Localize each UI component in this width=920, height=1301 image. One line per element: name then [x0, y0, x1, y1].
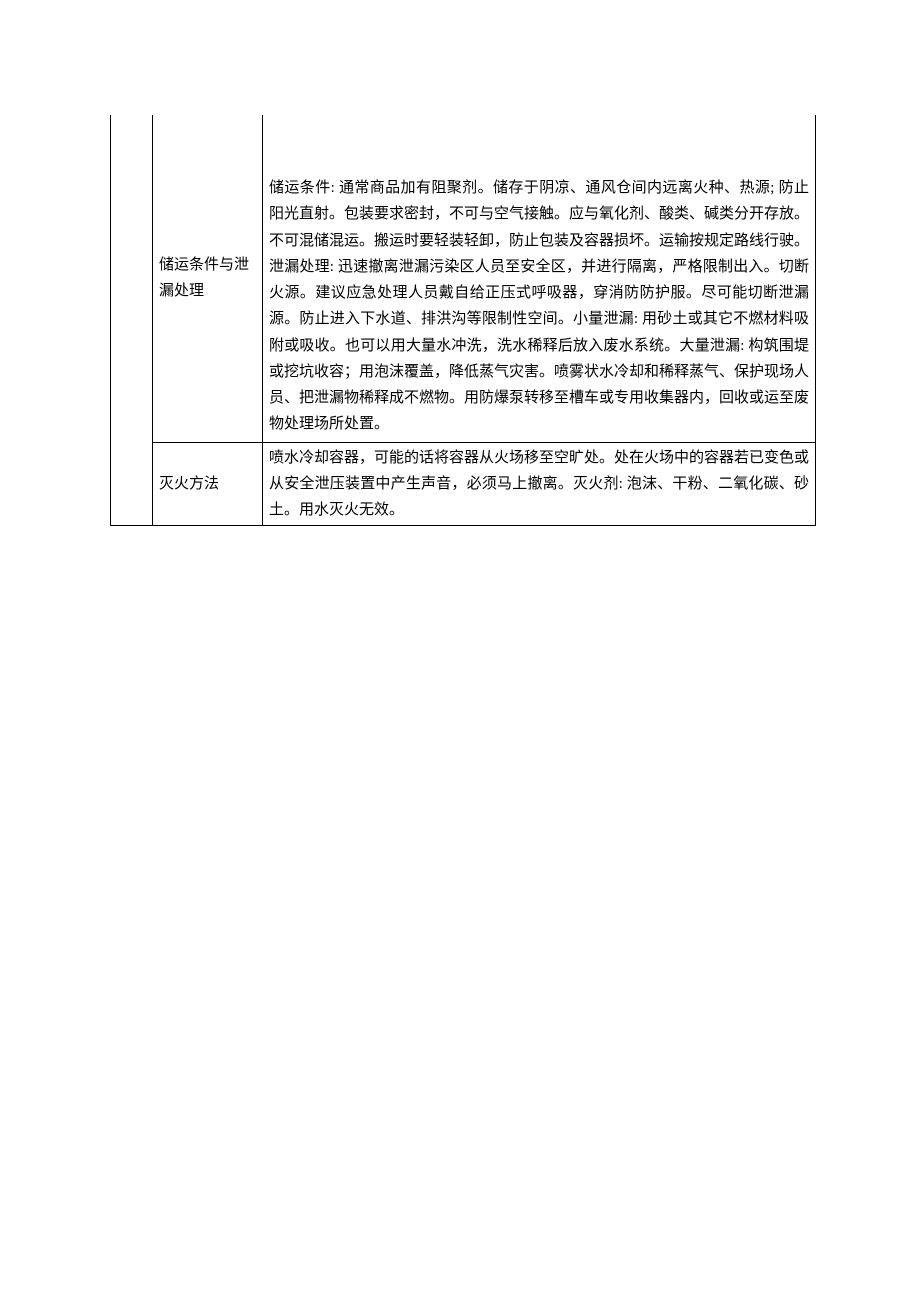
row-content-storage: 储运条件: 通常商品加有阻聚剂。储存于阴凉、通风仓间内远离火种、热源; 防止阳光… — [263, 115, 816, 442]
row-content-fire: 喷水冷却容器，可能的话将容器从火场移至空旷处。处在火场中的容器若已变色或从安全泄… — [263, 442, 816, 526]
table-row: 储运条件与泄漏处理 储运条件: 通常商品加有阻聚剂。储存于阴凉、通风仓间内远离火… — [111, 115, 816, 442]
safety-data-table: 储运条件与泄漏处理 储运条件: 通常商品加有阻聚剂。储存于阴凉、通风仓间内远离火… — [110, 115, 816, 526]
row-label-fire: 灭火方法 — [153, 442, 263, 526]
table-row: 灭火方法 喷水冷却容器，可能的话将容器从火场移至空旷处。处在火场中的容器若已变色… — [111, 442, 816, 526]
row-label-storage: 储运条件与泄漏处理 — [153, 115, 263, 442]
left-spanning-cell — [111, 115, 153, 526]
